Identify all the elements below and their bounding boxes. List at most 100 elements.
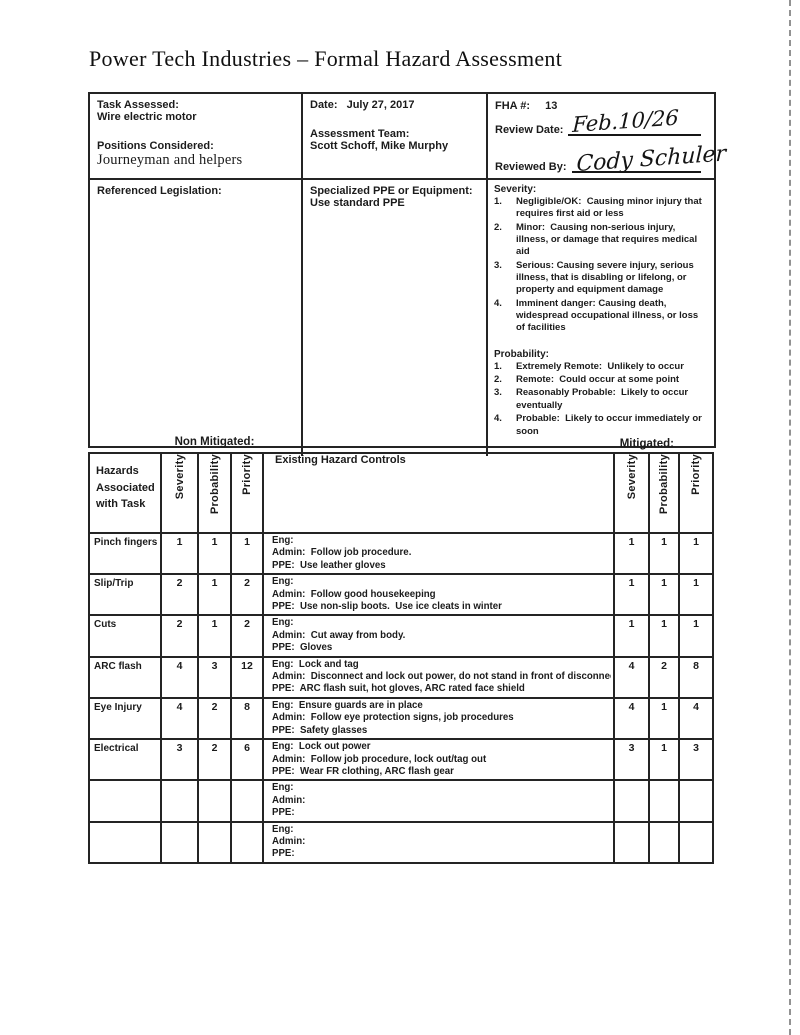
hazard-table-row: Eng: Admin: PPE:: [88, 779, 714, 823]
controls-ppe-line: PPE: Gloves: [272, 642, 333, 654]
review-date-label: Review Date:: [495, 124, 564, 137]
review-date-field: Feb.10/26: [568, 106, 701, 137]
legend-item-text: Negligible/OK: Causing minor injury that…: [516, 196, 705, 220]
hazard-table-header-row: Hazards Associated with Task Severity Pr…: [88, 452, 714, 534]
priority-value: 8: [230, 696, 264, 741]
probability-legend-item: 4. Probable: Likely to occur immediately…: [494, 413, 708, 438]
legend-item-text: Remote: Could occur at some point: [516, 374, 680, 386]
date-label: Date:: [310, 99, 338, 111]
mitigated-priority-value: 1: [678, 573, 714, 617]
existing-controls-cell: Eng: Admin: Follow good housekeeping PPE…: [262, 573, 615, 617]
mitigated-probability-value: 2: [648, 655, 680, 699]
col-header-existing-controls: Existing Hazard Controls: [262, 452, 615, 534]
controls-admin-line: Admin:: [272, 835, 306, 847]
col-header-mitigated-priority: Priority: [678, 452, 714, 534]
controls-eng-line: Eng:: [272, 535, 294, 546]
severity-legend-item: 4. Imminent danger: Causing death, wides…: [494, 298, 708, 335]
mitigated-priority-value: 1: [678, 531, 714, 576]
mitigated-priority-value: 4: [678, 696, 714, 741]
probability-value: 2: [197, 696, 232, 741]
controls-admin-line: Admin: Follow eye protection signs, job …: [272, 712, 514, 724]
hazard-name: [88, 820, 162, 864]
assessment-team-label: Assessment Team:: [310, 128, 410, 140]
severity-value: 4: [160, 696, 199, 741]
severity-value: [160, 779, 199, 823]
hazard-table-body: Pinch fingers 1 1 1 Eng: Admin: Follow j…: [88, 531, 714, 864]
hazard-table-row: ARC flash 4 3 12 Eng: Lock and tag Admin…: [88, 655, 714, 699]
specialized-ppe-label: Specialized PPE or Equipment:: [310, 185, 473, 197]
hazard-name: Slip/Trip: [88, 573, 162, 617]
legend-item-number: 1.: [494, 360, 502, 372]
controls-ppe-line: PPE: Use leather gloves: [272, 559, 386, 571]
controls-ppe-line: PPE:: [272, 807, 295, 819]
task-assessed-value: Wire electric motor: [97, 111, 197, 123]
controls-eng-line: Eng: Lock out power: [272, 741, 371, 753]
reviewed-by-field: Cody Schuler: [571, 141, 726, 177]
controls-eng-line: Eng:: [272, 823, 294, 835]
severity-value: 3: [160, 738, 199, 782]
mitigated-severity-value: 1: [613, 531, 650, 576]
positions-considered-label: Positions Considered:: [97, 140, 214, 152]
controls-ppe-line: PPE: Safety glasses: [272, 724, 368, 736]
probability-legend-list: 1. Extremely Remote: Unlikely to occur 2…: [494, 361, 708, 438]
hazard-table-row: Pinch fingers 1 1 1 Eng: Admin: Follow j…: [88, 531, 714, 576]
probability-value: [197, 820, 232, 864]
severity-legend-list: 1. Negligible/OK: Causing minor injury t…: [494, 196, 708, 335]
legend-item-number: 4.: [494, 297, 502, 309]
mitigated-severity-value: 1: [613, 614, 650, 658]
severity-probability-legend-cell: Severity: 1. Negligible/OK: Causing mino…: [488, 180, 714, 456]
priority-value: 2: [230, 614, 264, 658]
reviewed-by-label: Reviewed By:: [495, 161, 567, 173]
priority-value: 2: [230, 573, 264, 617]
fha-review-cell: FHA #: 13 Review Date: Feb.10/26 Reviewe…: [488, 94, 726, 180]
mitigated-priority-value: 3: [678, 738, 714, 782]
severity-value: 2: [160, 614, 199, 658]
priority-value: [230, 779, 264, 823]
mitigated-probability-value: 1: [648, 573, 680, 617]
controls-admin-line: Admin: Follow job procedure.: [272, 547, 412, 559]
controls-ppe-line: PPE: ARC flash suit, hot gloves, ARC rat…: [272, 683, 525, 695]
priority-value: 1: [230, 531, 264, 576]
severity-legend-item: 1. Negligible/OK: Causing minor injury t…: [494, 196, 708, 221]
probability-legend-title: Probability:: [494, 348, 550, 360]
mitigated-priority-value: 1: [678, 614, 714, 658]
probability-value: 1: [197, 573, 232, 617]
probability-value: 1: [197, 531, 232, 576]
existing-controls-cell: Eng: Admin: Cut away from body. PPE: Glo…: [262, 614, 615, 658]
col-header-severity: Severity: [160, 452, 199, 534]
col-header-mitigated-severity: Severity: [613, 452, 650, 534]
existing-controls-cell: Eng: Admin: PPE:: [262, 779, 615, 823]
controls-admin-line: Admin: Disconnect and lock out power, do…: [272, 671, 611, 683]
assessment-info-table: Task Assessed: Wire electric motor Posit…: [88, 92, 726, 456]
probability-value: 1: [197, 614, 232, 658]
controls-ppe-line: PPE: Use non-slip boots. Use ice cleats …: [272, 601, 502, 613]
mitigated-probability-value: [648, 820, 680, 864]
priority-value: 12: [230, 655, 264, 699]
hazard-table-row: Eng: Admin: PPE:: [88, 820, 714, 864]
hazard-name: ARC flash: [88, 655, 162, 699]
legend-item-number: 1.: [494, 196, 502, 207]
mitigated-severity-value: [613, 820, 650, 864]
scan-fold-dashed-line: [789, 0, 791, 1035]
hazard-name: Pinch fingers: [88, 531, 162, 576]
fha-number-label: FHA #:: [495, 100, 531, 112]
legend-item-text: Extremely Remote: Unlikely to occur: [516, 360, 684, 372]
severity-value: 4: [160, 655, 199, 699]
referenced-legislation-cell: Referenced Legislation: Non Mitigated:: [90, 180, 303, 456]
priority-value: 6: [230, 738, 264, 782]
mitigated-probability-value: 1: [648, 696, 680, 741]
controls-eng-line: Eng:: [272, 576, 294, 588]
date-value: July 27, 2017: [346, 99, 415, 111]
legend-item-number: 3.: [494, 259, 502, 271]
task-assessed-cell: Task Assessed: Wire electric motor Posit…: [90, 94, 303, 180]
severity-legend: Severity: 1. Negligible/OK: Causing mino…: [494, 184, 708, 335]
probability-value: [197, 779, 232, 823]
col-header-mitigated-probability: Probability: [648, 452, 680, 534]
existing-controls-cell: Eng: Lock out power Admin: Follow job pr…: [262, 738, 615, 782]
severity-legend-title: Severity:: [494, 184, 537, 195]
hazard-table: Hazards Associated with Task Severity Pr…: [88, 452, 714, 864]
severity-legend-item: 3. Serious: Causing severe injury, serio…: [494, 260, 708, 297]
specialized-ppe-cell: Specialized PPE or Equipment: Use standa…: [303, 180, 488, 456]
legend-item-text: Probable: Likely to occur immediately or…: [516, 413, 705, 437]
